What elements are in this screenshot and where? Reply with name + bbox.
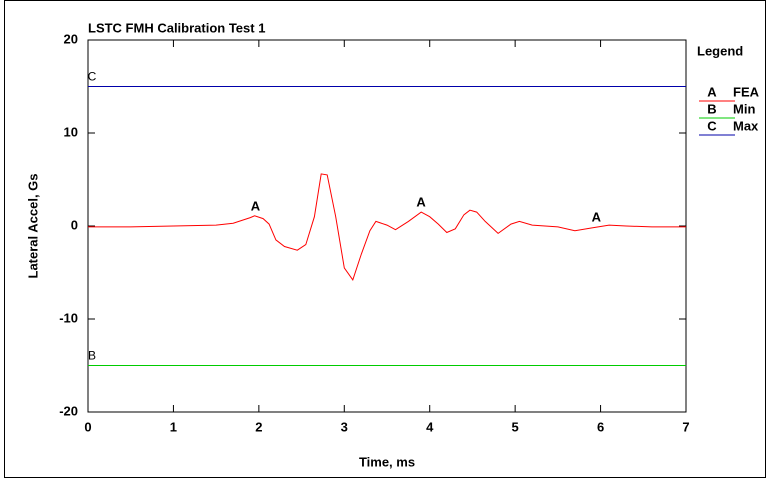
legend-label: C [707, 118, 717, 133]
y-tick-label: 0 [71, 217, 78, 232]
curve-label: A [251, 198, 261, 213]
chart-title: LSTC FMH Calibration Test 1 [88, 20, 265, 35]
series-line [88, 173, 686, 281]
y-tick-label: -20 [59, 403, 78, 418]
x-tick-label: 3 [341, 419, 348, 434]
legend-name: FEA [733, 84, 760, 99]
x-tick-label: 2 [255, 419, 262, 434]
y-axis-label: Lateral Accel, Gs [25, 173, 40, 278]
x-axis-label: Time, ms [359, 454, 415, 469]
legend-name: Max [733, 118, 759, 133]
curve-label: A [416, 195, 426, 210]
x-tick-label: 1 [170, 419, 177, 434]
legend-label: B [707, 101, 716, 116]
frame [4, 0, 766, 478]
legend-label: A [707, 84, 717, 99]
x-tick-label: 7 [682, 419, 689, 434]
legend-name: Min [733, 101, 755, 116]
x-tick-label: 0 [84, 419, 91, 434]
x-tick-label: 4 [426, 419, 434, 434]
y-tick-label: -10 [59, 310, 78, 325]
x-tick-label: 5 [512, 419, 519, 434]
curve-label: C [88, 70, 97, 84]
curve-label: A [592, 210, 602, 225]
y-tick-label: 20 [64, 31, 78, 46]
x-tick-label: 6 [597, 419, 604, 434]
legend-title: Legend [697, 43, 743, 58]
curve-label: B [88, 349, 96, 363]
y-tick-label: 10 [64, 124, 78, 139]
